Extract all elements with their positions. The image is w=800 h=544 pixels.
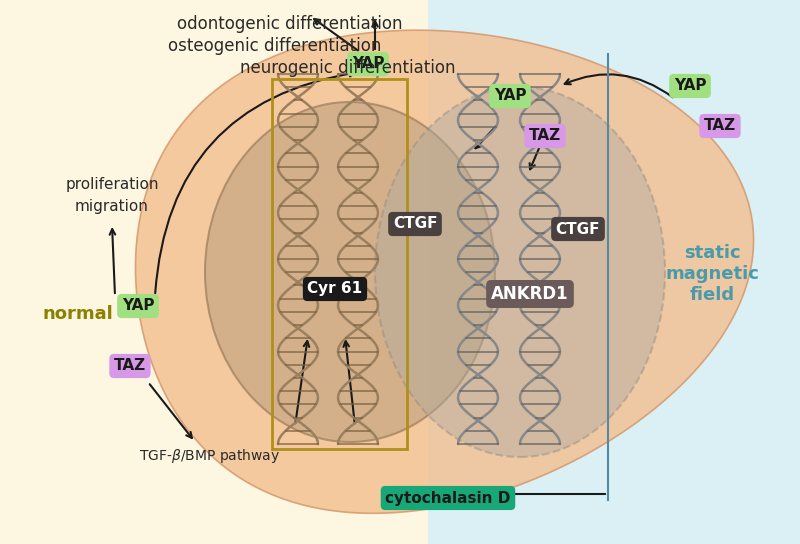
Text: CTGF: CTGF bbox=[393, 217, 438, 232]
Ellipse shape bbox=[205, 102, 495, 442]
Text: ANKRD1: ANKRD1 bbox=[491, 285, 569, 303]
Text: osteogenic differentiation: osteogenic differentiation bbox=[168, 37, 382, 55]
Text: static
magnetic
field: static magnetic field bbox=[665, 244, 759, 304]
Text: TAZ: TAZ bbox=[529, 128, 561, 144]
Text: migration: migration bbox=[75, 199, 149, 213]
Text: odontogenic differentiation: odontogenic differentiation bbox=[178, 15, 402, 33]
Text: CTGF: CTGF bbox=[556, 221, 600, 237]
Bar bbox=[428, 0, 800, 544]
Text: YAP: YAP bbox=[674, 78, 706, 94]
Text: TGF-$\beta$/BMP pathway: TGF-$\beta$/BMP pathway bbox=[139, 447, 281, 465]
Text: proliferation: proliferation bbox=[66, 176, 158, 191]
Text: YAP: YAP bbox=[494, 89, 526, 103]
Text: YAP: YAP bbox=[352, 57, 384, 71]
Text: YAP: YAP bbox=[122, 299, 154, 313]
Bar bbox=[0, 0, 428, 544]
Text: cytochalasin D: cytochalasin D bbox=[386, 491, 510, 505]
Ellipse shape bbox=[375, 87, 665, 457]
Text: Cyr 61: Cyr 61 bbox=[307, 281, 362, 296]
Text: TAZ: TAZ bbox=[704, 119, 736, 133]
Text: neurogenic differentiation: neurogenic differentiation bbox=[240, 59, 455, 77]
Text: TAZ: TAZ bbox=[114, 358, 146, 374]
Text: normal: normal bbox=[42, 305, 114, 323]
Polygon shape bbox=[135, 30, 754, 514]
